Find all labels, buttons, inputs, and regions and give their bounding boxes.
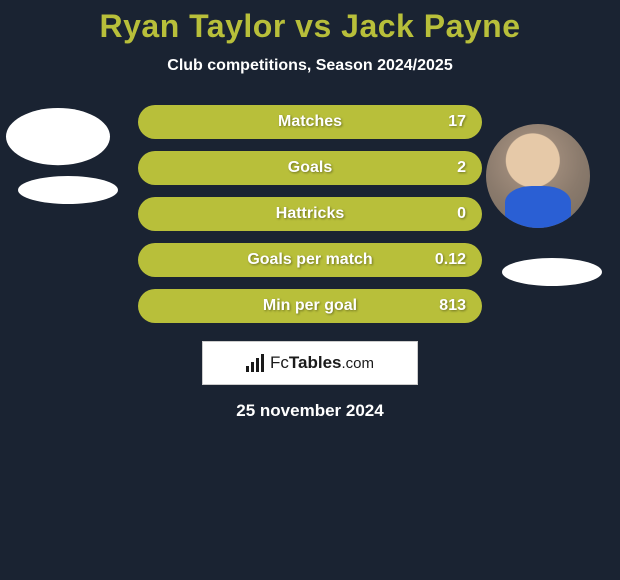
stat-value: 0 xyxy=(457,205,466,223)
stat-value: 17 xyxy=(448,113,466,131)
stat-value: 0.12 xyxy=(435,251,466,269)
comparison-title: Ryan Taylor vs Jack Payne xyxy=(0,8,620,45)
snapshot-date: 25 november 2024 xyxy=(0,401,620,421)
brand-prefix: Fc xyxy=(270,353,289,372)
brand-suffix: .com xyxy=(341,355,374,372)
player-left-name-pill xyxy=(18,176,118,204)
season-subtitle: Club competitions, Season 2024/2025 xyxy=(0,57,620,75)
stat-row: Min per goal 813 xyxy=(138,289,482,323)
stat-label: Matches xyxy=(278,113,342,131)
stat-value: 2 xyxy=(457,159,466,177)
stat-row: Matches 17 xyxy=(138,105,482,139)
brand-main: Tables xyxy=(289,353,342,372)
stat-row: Hattricks 0 xyxy=(138,197,482,231)
player-left-avatar xyxy=(6,108,110,165)
stat-row: Goals per match 0.12 xyxy=(138,243,482,277)
brand-chart-icon xyxy=(246,354,264,372)
brand-text: FcTables.com xyxy=(270,353,374,373)
stat-label: Goals xyxy=(288,159,332,177)
player-right-name-pill xyxy=(502,258,602,286)
stats-list: Matches 17 Goals 2 Hattricks 0 Goals per… xyxy=(138,105,482,323)
stat-row: Goals 2 xyxy=(138,151,482,185)
stat-label: Hattricks xyxy=(276,205,344,223)
brand-box: FcTables.com xyxy=(202,341,418,385)
stat-value: 813 xyxy=(439,297,466,315)
player-right-avatar xyxy=(486,124,590,228)
stat-label: Goals per match xyxy=(247,251,372,269)
stat-label: Min per goal xyxy=(263,297,357,315)
